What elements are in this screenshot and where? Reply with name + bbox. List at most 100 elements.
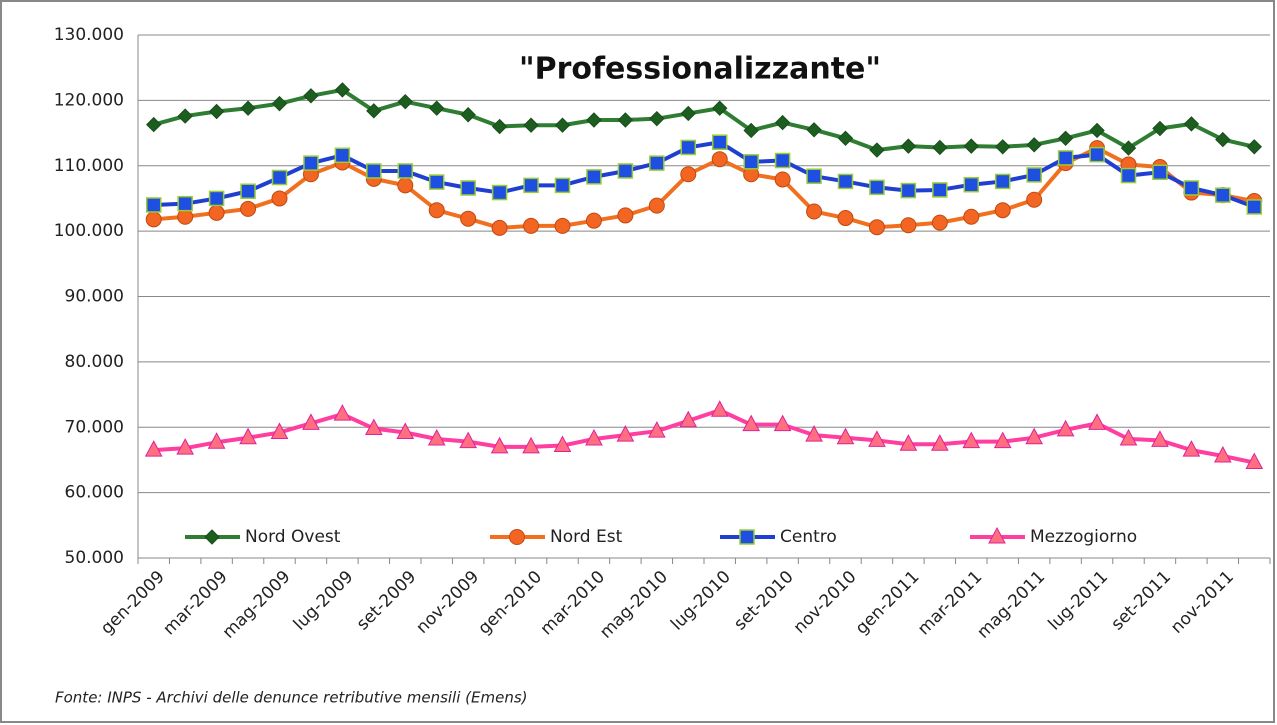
data-point bbox=[303, 155, 319, 171]
data-point bbox=[1246, 139, 1262, 155]
data-point bbox=[932, 182, 948, 198]
data-point bbox=[649, 155, 665, 171]
data-point bbox=[1056, 419, 1075, 437]
data-point bbox=[900, 217, 917, 234]
data-point bbox=[397, 163, 414, 179]
data-point bbox=[680, 105, 696, 122]
data-point bbox=[334, 82, 351, 98]
data-point bbox=[271, 190, 288, 207]
data-point bbox=[523, 117, 539, 133]
data-point bbox=[679, 410, 698, 428]
data-point bbox=[616, 425, 635, 442]
data-point bbox=[522, 436, 540, 454]
data-point bbox=[930, 434, 949, 451]
data-point bbox=[208, 190, 225, 207]
data-point bbox=[806, 122, 822, 138]
data-point bbox=[491, 219, 508, 236]
data-point bbox=[647, 421, 666, 438]
data-point bbox=[868, 430, 886, 447]
data-point bbox=[869, 142, 885, 158]
data-point bbox=[270, 422, 289, 439]
data-point bbox=[333, 404, 352, 421]
data-point bbox=[711, 134, 728, 150]
data-point bbox=[837, 130, 854, 146]
data-point bbox=[553, 435, 572, 453]
legend-label: Nord Ovest bbox=[245, 527, 341, 547]
data-point bbox=[710, 400, 729, 417]
data-point bbox=[963, 208, 980, 225]
data-point bbox=[648, 197, 665, 214]
data-point bbox=[428, 202, 445, 219]
data-point bbox=[459, 431, 477, 449]
data-point bbox=[240, 200, 257, 217]
data-point bbox=[993, 431, 1012, 449]
data-point bbox=[585, 428, 603, 446]
data-point bbox=[680, 139, 697, 156]
data-point bbox=[146, 116, 162, 133]
y-tick-label: 120.000 bbox=[54, 90, 124, 110]
data-point bbox=[177, 108, 193, 124]
data-point bbox=[963, 138, 979, 154]
data-point bbox=[491, 118, 508, 135]
data-point bbox=[460, 210, 477, 227]
data-point bbox=[554, 217, 571, 234]
data-point bbox=[900, 182, 917, 199]
data-point bbox=[712, 100, 728, 116]
data-point bbox=[334, 147, 351, 164]
data-point bbox=[271, 169, 288, 186]
legend-marker bbox=[739, 529, 755, 545]
data-point bbox=[774, 114, 791, 131]
data-point bbox=[617, 207, 634, 224]
data-point bbox=[899, 434, 918, 451]
data-point bbox=[144, 440, 163, 457]
data-point bbox=[240, 100, 256, 116]
y-tick-label: 90.000 bbox=[65, 287, 124, 307]
data-point bbox=[774, 152, 791, 169]
data-point bbox=[1089, 146, 1105, 163]
data-point bbox=[365, 418, 383, 436]
data-point bbox=[176, 438, 195, 455]
data-point bbox=[302, 413, 320, 430]
data-point bbox=[1246, 199, 1263, 215]
data-point bbox=[1120, 140, 1137, 156]
data-point bbox=[1183, 180, 1200, 196]
y-tick-label: 100.000 bbox=[54, 221, 124, 241]
data-point bbox=[711, 151, 728, 168]
data-point bbox=[303, 88, 319, 104]
data-point bbox=[1026, 191, 1043, 208]
data-point bbox=[806, 168, 822, 184]
y-tick-label: 80.000 bbox=[65, 352, 124, 372]
legend-marker bbox=[988, 526, 1006, 544]
data-point bbox=[585, 212, 602, 229]
data-point bbox=[586, 112, 602, 128]
data-point bbox=[806, 203, 823, 220]
data-point bbox=[208, 103, 225, 120]
data-point bbox=[1057, 130, 1074, 146]
legend-label: Mezzogiorno bbox=[1030, 527, 1137, 547]
data-point bbox=[1215, 131, 1231, 148]
data-point bbox=[271, 95, 288, 112]
data-point bbox=[429, 100, 445, 116]
data-point bbox=[490, 436, 509, 454]
data-point bbox=[1088, 413, 1106, 430]
data-point bbox=[932, 139, 948, 156]
data-point bbox=[869, 179, 885, 196]
data-point bbox=[617, 163, 634, 179]
data-point bbox=[460, 107, 476, 123]
data-point bbox=[1215, 187, 1231, 203]
data-point bbox=[1057, 150, 1074, 166]
data-point bbox=[1025, 427, 1043, 445]
data-point bbox=[145, 197, 162, 213]
data-point bbox=[649, 110, 665, 127]
data-point bbox=[428, 174, 445, 190]
data-point bbox=[554, 117, 571, 133]
data-point bbox=[995, 139, 1011, 155]
data-point bbox=[837, 173, 854, 190]
data-point bbox=[491, 184, 508, 201]
data-point bbox=[962, 431, 981, 449]
data-point bbox=[1183, 116, 1200, 132]
data-point bbox=[523, 177, 539, 194]
data-point bbox=[523, 217, 540, 234]
y-tick-label: 50.000 bbox=[65, 548, 124, 568]
data-point bbox=[427, 428, 446, 446]
